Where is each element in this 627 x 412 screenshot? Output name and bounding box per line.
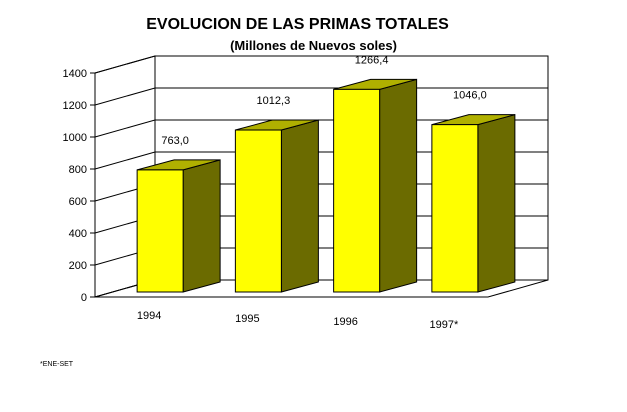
bar (431, 113, 516, 293)
bar-side (280, 119, 319, 293)
y-tick-label: 400 (69, 228, 87, 240)
bar (136, 159, 221, 293)
y-tick-label: 1200 (63, 100, 87, 112)
y-tick-label: 200 (69, 260, 87, 272)
data-label: 1266,4 (355, 54, 389, 66)
y-tick-label: 0 (81, 292, 87, 304)
data-label: 1046,0 (453, 90, 487, 102)
bar-side (379, 78, 418, 293)
x-tick-label: 1997* (429, 319, 458, 331)
y-tick-label: 600 (69, 196, 87, 208)
bars (136, 78, 516, 293)
gridline (94, 55, 548, 74)
bar (333, 78, 418, 293)
bar-side (182, 159, 221, 293)
y-tick-label: 800 (69, 164, 87, 176)
bar-front (234, 129, 282, 293)
data-labels: 763,0 1012,3 1266,4 1046,0 (161, 54, 486, 147)
footnote: *ENE-SET (40, 361, 74, 368)
bar-side (477, 113, 516, 293)
x-tick-label: 1995 (235, 313, 259, 325)
data-label: 1012,3 (257, 95, 291, 107)
bar (234, 119, 319, 293)
chart-subtitle: (Millones de Nuevos soles) (230, 38, 397, 53)
y-tick-label: 1400 (63, 68, 87, 80)
bar-front (136, 169, 184, 293)
bar-front (333, 88, 381, 293)
bar-front (431, 124, 479, 293)
data-label: 763,0 (161, 135, 189, 147)
x-axis-ticks: 1994 1995 1996 1997* (137, 310, 459, 331)
chart-title: EVOLUCION DE LAS PRIMAS TOTALES (146, 16, 449, 33)
y-tick-label: 1000 (63, 132, 87, 144)
x-tick-label: 1994 (137, 310, 161, 322)
x-tick-label: 1996 (333, 316, 357, 328)
y-axis-ticks: 0 200 400 600 800 1000 1200 1400 (63, 68, 96, 304)
